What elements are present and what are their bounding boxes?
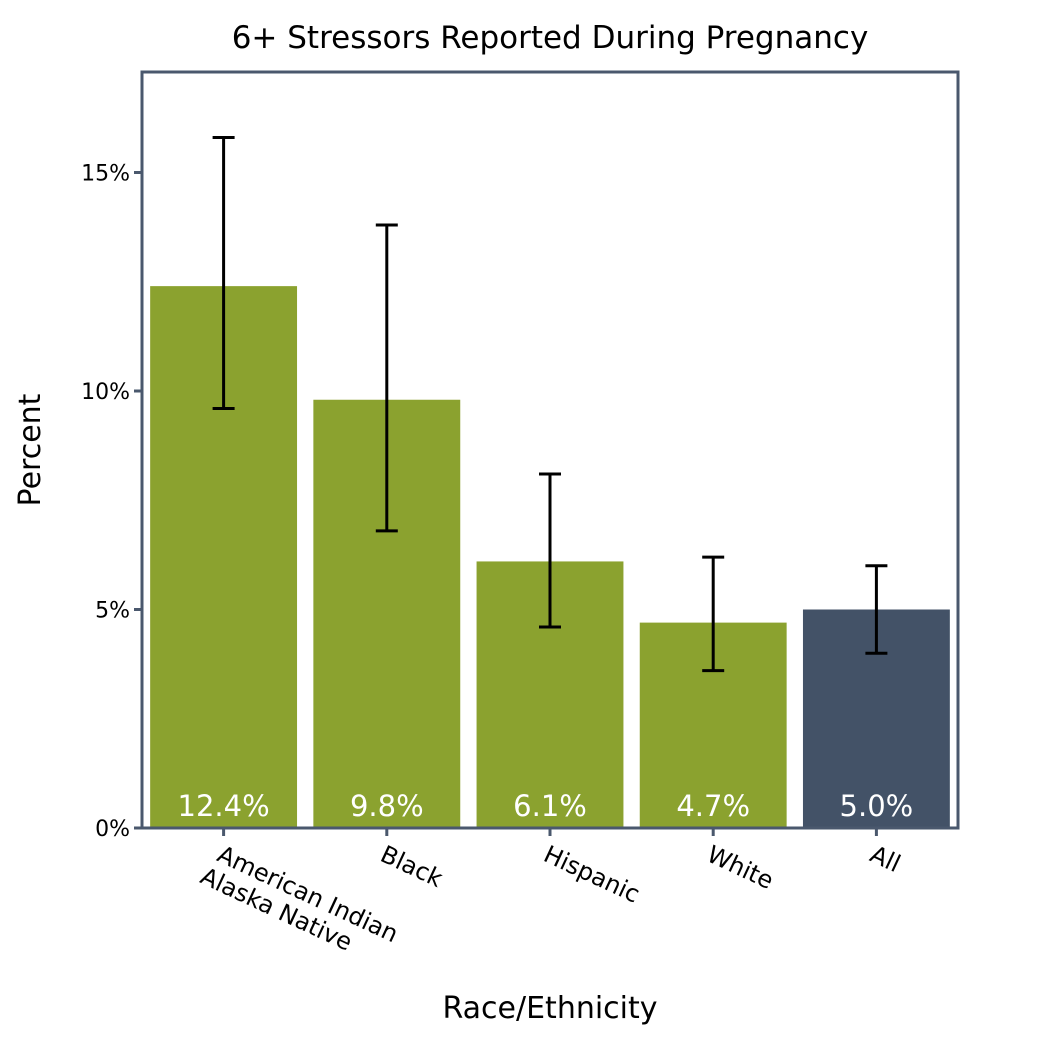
data-label: 4.7% [676, 789, 750, 823]
data-label: 9.8% [350, 789, 424, 823]
plot-area: 12.4% 9.8% 6.1% 4.7% 5.0% 0% 5% 10% 15% American … [81, 70, 960, 973]
x-tick-label-line: All [866, 840, 905, 878]
y-tick-label: 10% [81, 380, 130, 405]
y-tick-label: 5% [95, 599, 130, 624]
x-axis-title: Race/Ethnicity [442, 991, 657, 1026]
x-tick-label: All [866, 840, 905, 878]
x-tick-label-line: Black [376, 840, 447, 893]
x-tick-label: Hispanic [539, 840, 643, 909]
chart-title: 6+ Stressors Reported During Pregnancy [232, 20, 869, 56]
data-label: 12.4% [178, 789, 270, 823]
y-tick-label: 0% [95, 817, 130, 842]
x-tick-label-line: White [703, 840, 778, 895]
data-label: 5.0% [840, 789, 914, 823]
x-tick-label: Black [376, 840, 447, 893]
data-label: 6.1% [513, 789, 587, 823]
x-tick-label: White [703, 840, 778, 895]
x-tick-label: American IndianAlaska Native [196, 838, 402, 973]
x-tick-label-line: Hispanic [539, 840, 643, 909]
y-axis-title: Percent [13, 393, 48, 506]
y-tick-label: 15% [81, 162, 130, 187]
